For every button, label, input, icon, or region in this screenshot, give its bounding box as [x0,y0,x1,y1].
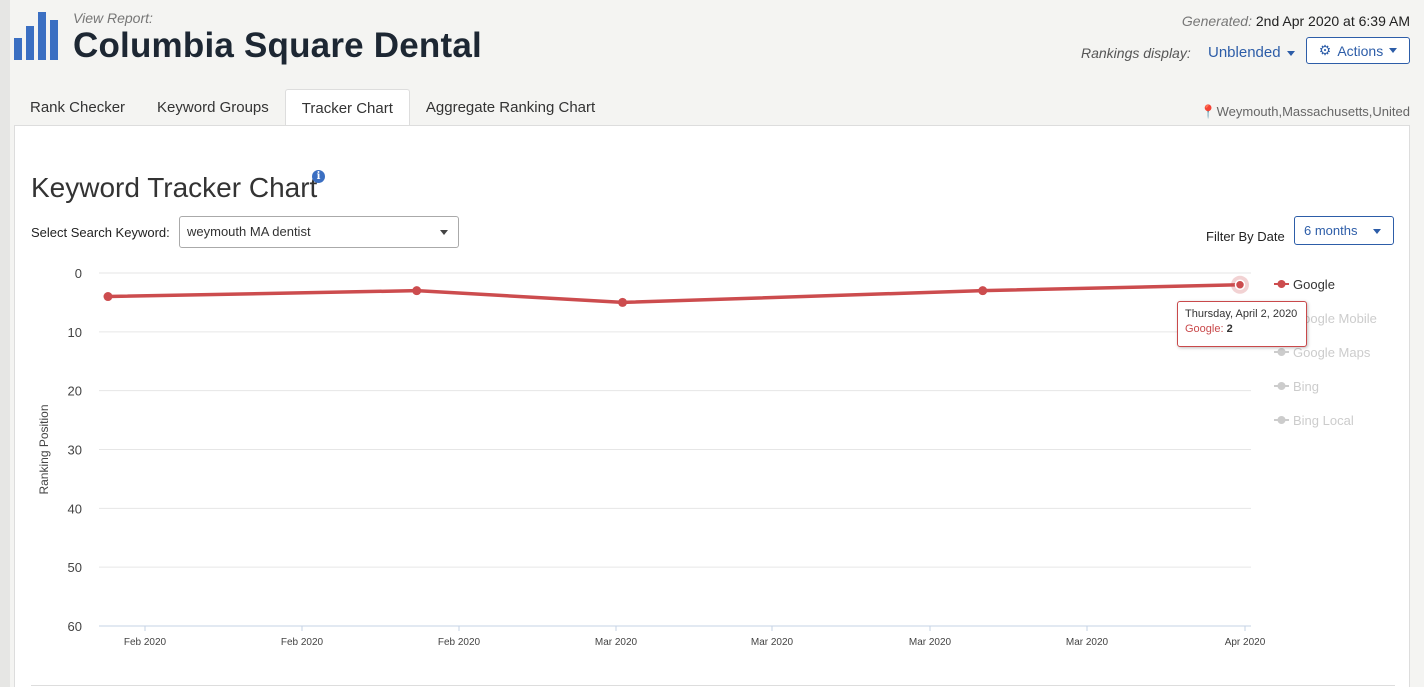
tooltip-value: 2 [1226,323,1233,335]
tab-tracker-chart[interactable]: Tracker Chart [284,89,410,126]
y-tick-label: 0 [75,266,82,281]
info-icon[interactable]: i [312,170,325,183]
generated-label: Generated: [1181,13,1252,29]
legend-item-label[interactable]: Google Maps [1293,345,1371,360]
x-tick-label: Feb 2020 [281,637,324,648]
legend-symbol-marker [1277,416,1286,424]
generated-value: 2nd Apr 2020 at 6:39 AM [1255,13,1410,29]
legend-item-label[interactable]: Google Mobile [1293,311,1377,326]
keyword-label: Select Search Keyword: [31,225,170,240]
y-tick-label: 10 [68,325,82,340]
data-point [978,286,988,296]
data-point [103,292,113,302]
map-pin-icon: 📍 [1200,104,1217,119]
tab-keyword-groups[interactable]: Keyword Groups [157,99,269,116]
report-title: Columbia Square Dental [73,26,482,65]
chevron-down-icon [1373,229,1381,234]
x-tick-label: Mar 2020 [1066,637,1109,648]
chart-grid [99,272,1251,627]
x-tick-label: Mar 2020 [909,637,952,648]
panel-title: Keyword Tracker Chart [31,172,318,203]
chevron-down-icon [1389,48,1398,53]
series-line-google [107,283,1241,305]
report-tabs: Rank Checker Keyword Groups Tracker Char… [14,89,611,126]
tab-rank-checker[interactable]: Rank Checker [30,99,126,116]
keyword-select[interactable]: weymouth MA dentist [179,216,459,248]
left-gutter [0,0,10,687]
x-axis: Feb 2020 Feb 2020 Feb 2020 Mar 2020 Mar 2020… [99,625,1266,648]
legend-item-label[interactable]: Bing Local [1293,413,1354,428]
y-axis-title: Ranking Position [37,404,51,494]
x-tick-label: Apr 2020 [1225,637,1266,648]
data-point [412,286,422,296]
generated-timestamp: Generated: 2nd Apr 2020 at 6:39 AM [1182,13,1410,29]
y-tick-label: 50 [68,560,82,575]
y-axis: 0 10 20 30 40 50 60 Ranking Position [37,266,82,634]
data-point [618,297,628,307]
tooltip-series: Google [1185,323,1221,335]
legend-symbol-marker [1277,280,1286,288]
rankings-display-value: Unblended [1208,44,1281,61]
legend-item-label[interactable]: Google [1293,277,1335,292]
legend-symbol-marker [1277,382,1286,390]
actions-button[interactable]: ⚙ Actions [1306,37,1410,64]
tracker-chart-panel: Keyword Tracker Chart i Select Search Ke… [14,125,1410,687]
tooltip-date: Thursday, April 2, 2020 [1185,308,1298,320]
x-tick-label: Feb 2020 [438,637,481,648]
chevron-down-icon [440,230,448,235]
x-tick-label: Mar 2020 [751,637,794,648]
filter-by-date-label: Filter By Date [1206,229,1285,244]
view-report-label: View Report: [73,10,153,26]
keyword-value: weymouth MA dentist [187,224,311,239]
rankings-display-dropdown[interactable]: Unblended [1208,44,1295,61]
y-tick-label: 60 [68,619,82,634]
legend-item-label[interactable]: Bing [1293,379,1319,394]
actions-label: Actions [1337,42,1384,59]
y-tick-label: 20 [68,384,82,399]
chevron-down-icon [1286,50,1295,56]
chart-tooltip: Thursday, April 2, 2020 Google: 2 [1177,301,1307,347]
rankings-display-label: Rankings display: [1081,45,1191,61]
chart-series [103,275,1249,307]
legend-symbol-marker [1277,348,1286,356]
chart-legend: Google Google Mobile Google Maps Bing Bing L… [1274,277,1377,428]
gear-icon: ⚙ [1318,42,1332,58]
y-tick-label: 40 [68,501,82,516]
divider [31,685,1395,686]
bar-chart-logo-icon [14,12,58,60]
data-point [1234,279,1246,291]
y-tick-label: 30 [68,443,82,458]
date-filter-value: 6 months [1304,223,1358,238]
x-tick-label: Feb 2020 [124,637,167,648]
x-tick-label: Mar 2020 [595,637,638,648]
tab-aggregate-ranking-chart[interactable]: Aggregate Ranking Chart [425,99,596,116]
date-filter-dropdown[interactable]: 6 months [1294,216,1394,245]
